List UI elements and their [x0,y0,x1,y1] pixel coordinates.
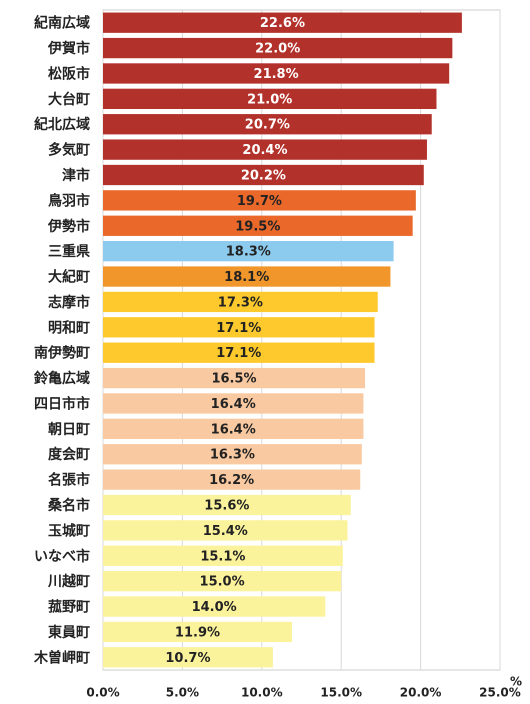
value-label: 14.0% [192,600,237,615]
category-label: 紀南広域 [34,15,90,32]
x-tick-label: 5.0% [166,686,199,700]
category-label: 明和町 [48,320,90,336]
category-label: 三重県 [48,243,90,260]
value-label: 20.2% [241,169,286,184]
bar [103,12,462,33]
category-label: 南伊勢町 [34,345,90,362]
value-label: 21.0% [247,92,292,107]
value-label: 18.1% [224,270,269,285]
category-label: 大台町 [48,91,90,108]
value-label: 16.2% [209,473,254,488]
category-label: 伊賀市 [47,40,90,57]
value-label: 11.9% [175,625,220,640]
x-tick-label: 10.0% [241,686,283,700]
bar [103,88,437,109]
bar [103,37,453,59]
bar [103,215,413,236]
bar [103,571,342,592]
bar [103,596,326,617]
bar [103,621,292,643]
bar [103,367,366,389]
bar [103,266,391,287]
bar [103,241,394,262]
category-label: 大紀町 [48,269,90,286]
bar [103,647,273,668]
category-label: 東員町 [48,624,90,641]
value-label: 20.7% [245,118,290,133]
bar [103,444,362,465]
x-tick-label: 20.0% [400,686,442,700]
bar [103,393,364,414]
x-axis-label: % [510,675,522,689]
value-label: 19.5% [235,219,280,234]
bar [103,342,375,363]
x-tick-label: 15.0% [320,686,362,700]
bar [103,469,361,490]
value-label: 15.4% [203,524,248,539]
x-tick-label: 0.0% [86,686,119,700]
category-label: 名張市 [48,472,90,489]
bar [103,164,424,186]
value-label: 20.4% [242,143,287,158]
value-label: 22.6% [260,16,305,31]
bar [103,190,416,211]
bar [103,317,375,338]
bar [103,418,364,439]
value-label: 17.1% [216,346,261,361]
bar [103,545,343,566]
category-label: 桑名市 [48,497,90,514]
category-label: 津市 [62,167,90,184]
category-label: 度会町 [48,446,90,463]
bar [103,63,450,84]
bar [103,114,432,135]
value-label: 16.3% [210,448,255,463]
value-label: 17.3% [218,295,263,310]
value-label: 22.0% [255,42,300,57]
bar [103,494,351,516]
category-label: 木曽岬町 [33,649,90,666]
category-label: 松阪市 [48,65,90,82]
category-label: 伊勢市 [47,218,90,235]
value-label: 16.4% [211,422,256,437]
category-label: 鳥羽市 [48,192,90,209]
category-label: 志摩市 [48,294,90,311]
category-label: 紀北広域 [34,116,90,133]
value-label: 15.6% [204,499,249,514]
category-label: いなべ市 [34,548,90,565]
value-label: 19.7% [237,194,282,209]
bar [103,139,427,160]
value-label: 16.5% [211,372,256,387]
value-label: 21.8% [254,67,299,82]
value-label: 17.1% [216,321,261,336]
value-label: 18.3% [226,245,271,260]
category-label: 玉城町 [48,522,90,539]
category-label: 川越町 [47,573,90,590]
value-label: 16.4% [211,397,256,412]
category-label: 多気町 [48,142,90,159]
category-label: 鈴亀広域 [34,370,90,387]
value-label: 10.7% [165,651,210,666]
category-label: 朝日町 [48,421,90,438]
category-label: 菰野町 [48,599,90,616]
value-label: 15.1% [200,549,245,564]
value-label: 15.0% [200,575,245,590]
x-tick-label: 25.0% [479,686,521,700]
bar [103,520,348,541]
bar [103,291,378,313]
category-label: 四日市市 [34,395,90,412]
